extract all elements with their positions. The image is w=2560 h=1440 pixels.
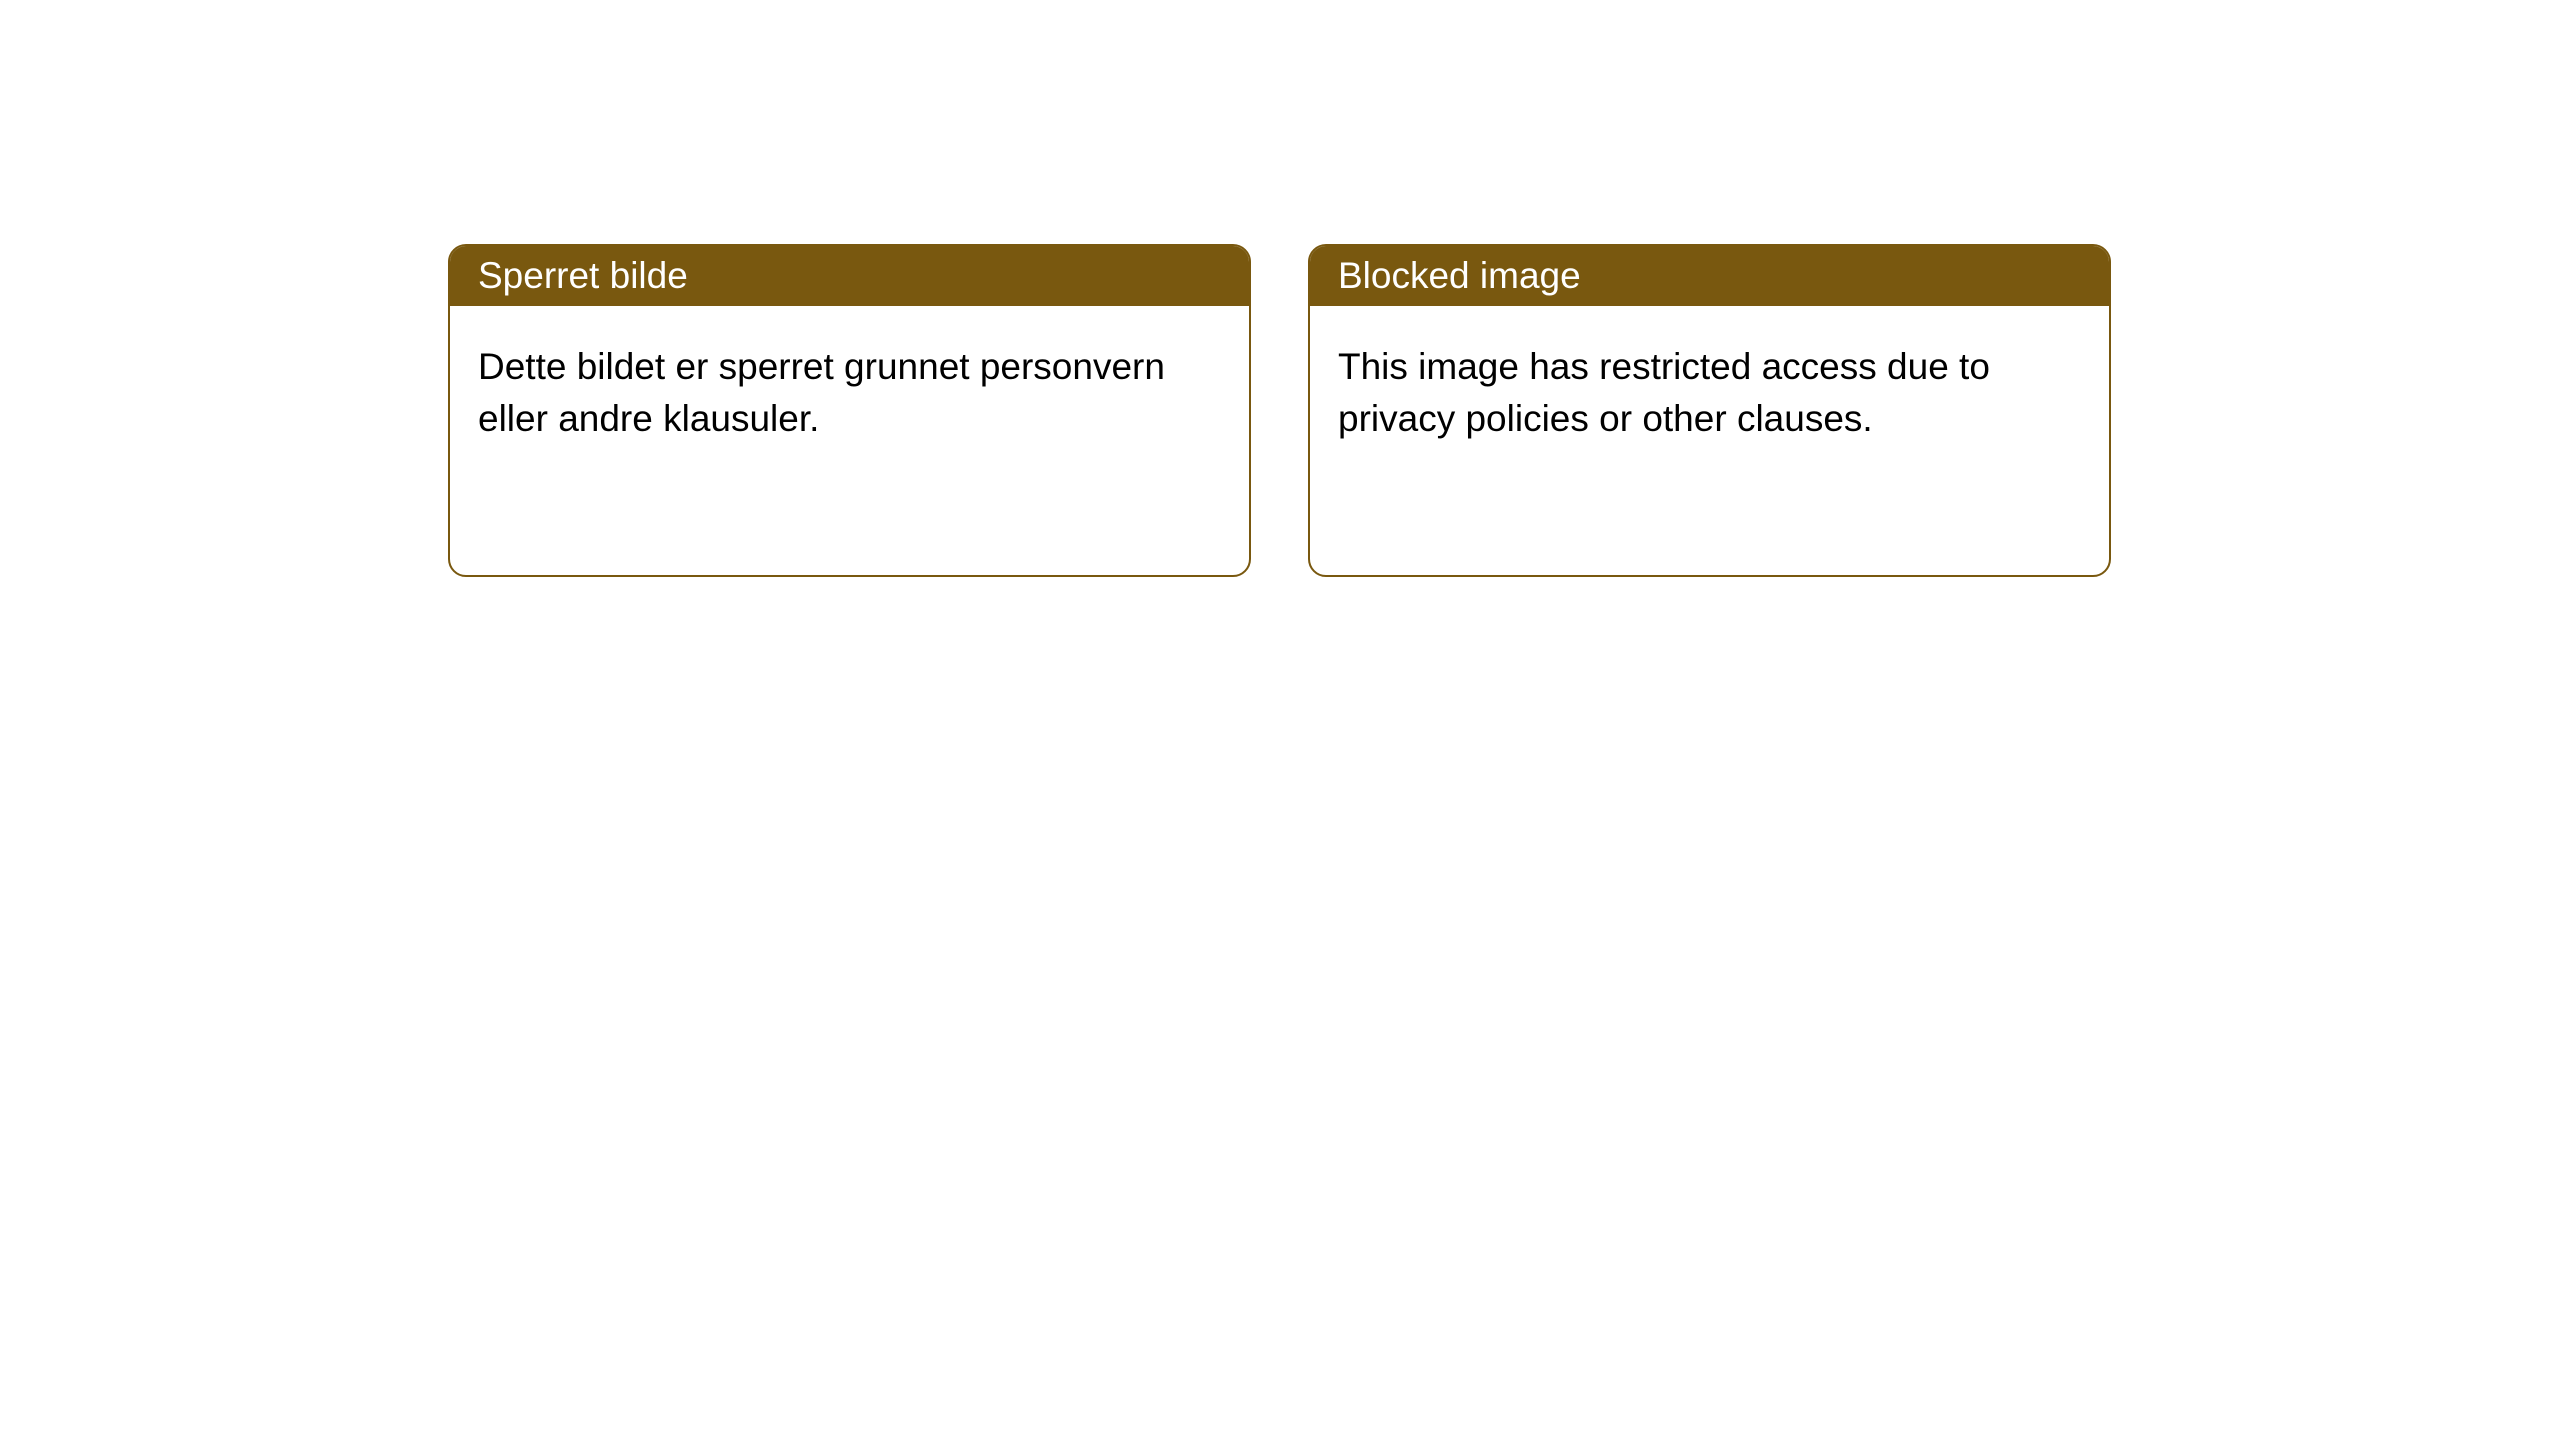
notice-header: Blocked image bbox=[1310, 246, 2109, 306]
notice-body: Dette bildet er sperret grunnet personve… bbox=[450, 306, 1249, 480]
notice-card-english: Blocked image This image has restricted … bbox=[1308, 244, 2111, 577]
notice-title: Sperret bilde bbox=[478, 255, 688, 297]
notice-container: Sperret bilde Dette bildet er sperret gr… bbox=[448, 244, 2111, 577]
notice-title: Blocked image bbox=[1338, 255, 1581, 297]
notice-body-text: This image has restricted access due to … bbox=[1338, 346, 1990, 439]
notice-body-text: Dette bildet er sperret grunnet personve… bbox=[478, 346, 1165, 439]
notice-card-norwegian: Sperret bilde Dette bildet er sperret gr… bbox=[448, 244, 1251, 577]
notice-body: This image has restricted access due to … bbox=[1310, 306, 2109, 480]
notice-header: Sperret bilde bbox=[450, 246, 1249, 306]
